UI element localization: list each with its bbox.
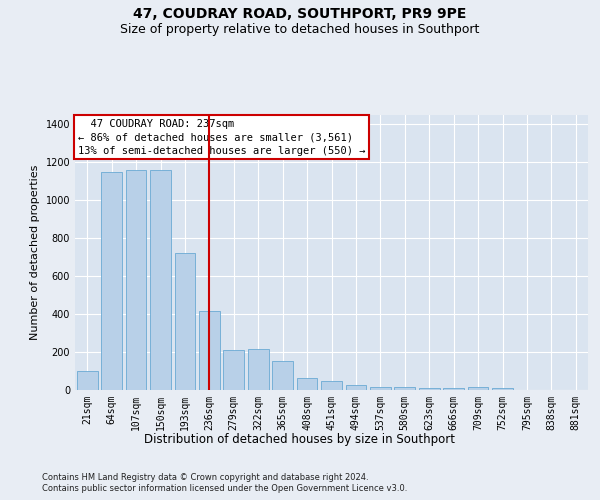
- Text: Contains public sector information licensed under the Open Government Licence v3: Contains public sector information licen…: [42, 484, 407, 493]
- Bar: [419, 388, 440, 390]
- Bar: [101, 172, 122, 390]
- Text: 47, COUDRAY ROAD, SOUTHPORT, PR9 9PE: 47, COUDRAY ROAD, SOUTHPORT, PR9 9PE: [133, 8, 467, 22]
- Text: Distribution of detached houses by size in Southport: Distribution of detached houses by size …: [145, 432, 455, 446]
- Bar: [321, 382, 342, 390]
- Bar: [199, 312, 220, 390]
- Bar: [150, 170, 171, 390]
- Text: 47 COUDRAY ROAD: 237sqm
← 86% of detached houses are smaller (3,561)
13% of semi: 47 COUDRAY ROAD: 237sqm ← 86% of detache…: [77, 119, 365, 156]
- Bar: [467, 387, 488, 390]
- Bar: [443, 388, 464, 390]
- Text: Size of property relative to detached houses in Southport: Size of property relative to detached ho…: [121, 22, 479, 36]
- Text: Contains HM Land Registry data © Crown copyright and database right 2024.: Contains HM Land Registry data © Crown c…: [42, 472, 368, 482]
- Bar: [272, 360, 293, 390]
- Y-axis label: Number of detached properties: Number of detached properties: [30, 165, 40, 340]
- Bar: [370, 386, 391, 390]
- Bar: [394, 387, 415, 390]
- Bar: [346, 384, 367, 390]
- Bar: [492, 388, 513, 390]
- Bar: [223, 350, 244, 390]
- Bar: [296, 378, 317, 390]
- Bar: [175, 254, 196, 390]
- Bar: [125, 170, 146, 390]
- Bar: [248, 349, 269, 390]
- Bar: [77, 371, 98, 390]
